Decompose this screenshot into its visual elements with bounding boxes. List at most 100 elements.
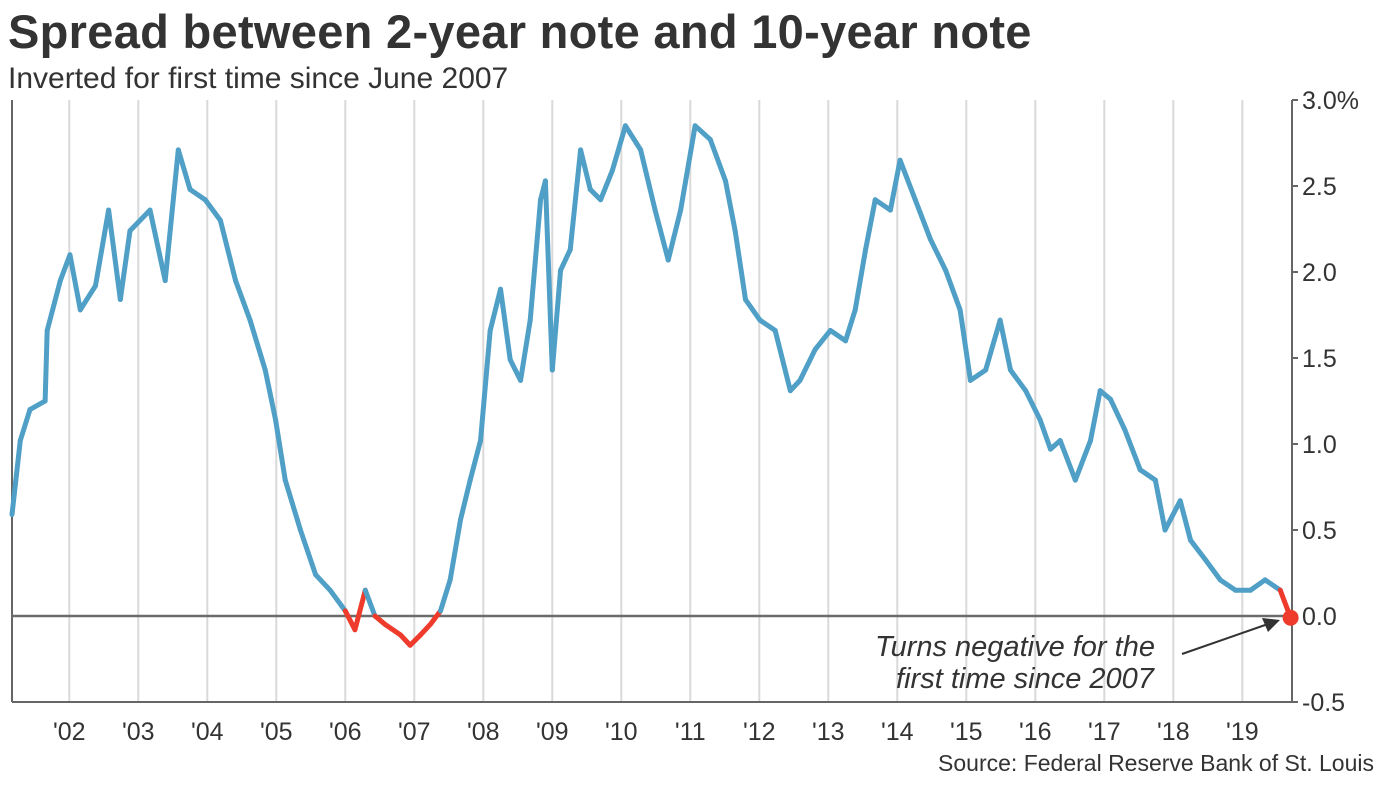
line-segment xyxy=(17,407,33,444)
x-tick-label: '11 xyxy=(675,718,706,746)
y-tick-label: 1.5 xyxy=(1302,345,1337,373)
y-tick-label: 2.0 xyxy=(1302,259,1337,287)
line-segment xyxy=(313,572,333,593)
annotation-line-1: Turns negative for the xyxy=(875,631,1155,663)
line-segment xyxy=(897,157,918,203)
line-segment xyxy=(92,207,112,289)
annotation: Turns negative for the first time since … xyxy=(875,609,1299,695)
x-tick-label: '03 xyxy=(122,718,155,746)
line-segment xyxy=(42,327,50,404)
line-segment xyxy=(609,123,628,174)
spread-line xyxy=(9,123,1294,648)
annotation-line-2: first time since 2007 xyxy=(896,663,1156,695)
y-tick-label: -0.5 xyxy=(1302,689,1345,717)
line-segment xyxy=(9,438,23,518)
line-segment xyxy=(638,147,658,213)
line-segment xyxy=(558,247,573,273)
line-segment xyxy=(478,327,493,444)
line-segment xyxy=(27,398,48,413)
source-note: Source: Federal Reserve Bank of St. Loui… xyxy=(938,750,1374,776)
line-segment xyxy=(147,207,168,284)
line-segment xyxy=(812,327,833,352)
x-tick-label: '13 xyxy=(812,718,845,746)
negative-segment xyxy=(352,587,368,633)
line-segment xyxy=(665,207,684,263)
x-tick-label: '07 xyxy=(398,718,431,746)
line-segment xyxy=(438,577,453,614)
line-segment xyxy=(1037,417,1053,452)
x-tick-label: '10 xyxy=(605,718,638,746)
line-segment xyxy=(1177,498,1194,543)
line-segment xyxy=(578,147,593,192)
line-segment xyxy=(827,327,849,344)
line-segment xyxy=(797,346,818,383)
x-axis-ticks: '02 '03 '04 '05 '06 '07 '08 '09 '10 '11 '12 '13 '14 '… xyxy=(53,718,1259,746)
line-segment xyxy=(467,438,484,483)
line-segment xyxy=(742,297,763,323)
line-segment xyxy=(1217,577,1238,593)
line-segment xyxy=(722,178,738,234)
x-tick-label: '17 xyxy=(1088,718,1121,746)
line-segment xyxy=(912,197,933,242)
line-segment xyxy=(1122,427,1143,473)
line-segment xyxy=(262,367,279,423)
x-tick-label: '05 xyxy=(260,718,293,746)
line-segment xyxy=(1072,438,1094,483)
x-tick-label: '12 xyxy=(743,718,776,746)
line-segment xyxy=(1023,388,1043,423)
line-segment xyxy=(127,207,153,234)
line-segment xyxy=(282,477,303,533)
line-segment xyxy=(247,317,268,373)
line-segment xyxy=(233,278,253,323)
line-segment xyxy=(1162,498,1183,533)
line-segment xyxy=(567,147,584,253)
line-segment xyxy=(692,123,713,143)
line-segment xyxy=(852,247,869,313)
inversion-marker-dot xyxy=(1282,609,1299,626)
line-segment xyxy=(67,252,83,313)
line-segment xyxy=(872,197,893,213)
y-tick-label: 2.5 xyxy=(1302,173,1337,201)
line-segment xyxy=(863,197,878,253)
line-segment xyxy=(598,168,615,203)
line-segment xyxy=(487,286,504,333)
line-segment xyxy=(527,197,544,323)
line-segment xyxy=(77,283,98,313)
line-segment xyxy=(162,147,181,284)
line-segment xyxy=(652,207,671,263)
line-segment xyxy=(447,517,464,583)
line-segment xyxy=(1108,396,1128,433)
line-segment xyxy=(273,417,288,483)
line-segment xyxy=(1248,577,1268,593)
x-tick-label: '04 xyxy=(191,718,224,746)
y-tick-label: 0.5 xyxy=(1302,517,1337,545)
x-tick-label: '06 xyxy=(329,718,362,746)
line-segment xyxy=(887,157,903,213)
x-tick-label: '02 xyxy=(53,718,86,746)
line-segment xyxy=(117,228,133,303)
line-segment xyxy=(518,317,533,383)
x-tick-label: '18 xyxy=(1157,718,1190,746)
annotation-arrow xyxy=(1181,623,1269,655)
line-segment xyxy=(997,317,1013,373)
y-tick-label: 0.0 xyxy=(1302,603,1337,631)
line-segment xyxy=(1202,556,1223,583)
axes xyxy=(11,100,1293,703)
line-segment xyxy=(458,477,473,523)
line-segment xyxy=(549,267,564,373)
line-segment xyxy=(327,587,348,614)
line-segment xyxy=(678,123,698,213)
x-tick-label: '09 xyxy=(536,718,569,746)
line-segment xyxy=(362,587,378,619)
line-segment xyxy=(707,137,728,184)
line-segment xyxy=(983,317,1003,373)
chart-title: Spread between 2-year note and 10-year n… xyxy=(8,5,1032,58)
line-segment xyxy=(1007,367,1029,394)
line-segment xyxy=(927,236,949,273)
arrow-head-icon xyxy=(1262,618,1280,632)
gridlines xyxy=(68,100,1244,702)
line-segment xyxy=(1262,577,1283,593)
y-tick-label: 1.0 xyxy=(1302,431,1337,459)
line-segment xyxy=(217,217,239,284)
